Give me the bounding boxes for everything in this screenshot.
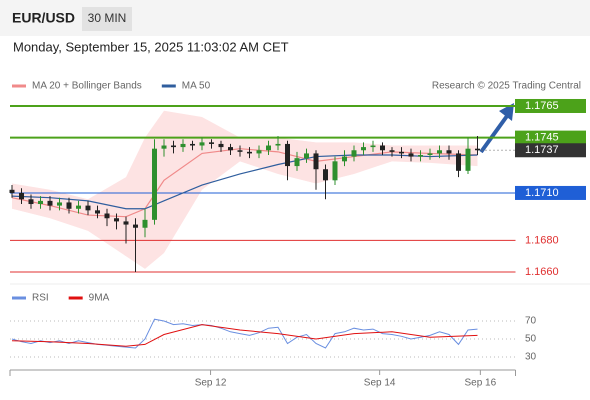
- rsi-line: [11, 318, 478, 349]
- forecast-arrow: [479, 114, 509, 154]
- candle-body: [228, 147, 233, 151]
- candle-body: [389, 150, 395, 152]
- candle-body: [218, 143, 224, 148]
- candle-body: [465, 148, 471, 171]
- candle-body: [361, 147, 366, 151]
- candle-body: [237, 150, 243, 152]
- level-label: 1.1680: [525, 234, 559, 246]
- candle-body: [475, 148, 480, 151]
- candle-body: [456, 153, 461, 171]
- source: Research © 2025 Trading Central: [432, 81, 581, 92]
- level-label: 1.1737: [525, 144, 559, 156]
- candle-body: [408, 153, 414, 157]
- x-tick-label: Sep 12: [195, 378, 227, 389]
- level-label-box: [515, 143, 586, 158]
- x-tick-label: Sep 16: [464, 378, 496, 389]
- candle-body: [199, 142, 205, 146]
- candle-body: [370, 145, 376, 148]
- legend-label: RSI: [32, 293, 49, 304]
- timeframe-box: [82, 7, 132, 31]
- y-tick-label: 50: [525, 334, 537, 345]
- timeframe: 30 MIN: [88, 11, 127, 25]
- level-label: 1.1710: [525, 187, 559, 199]
- candle-body: [209, 142, 214, 144]
- candle-body: [380, 145, 385, 151]
- candle-body: [142, 219, 148, 228]
- candle-body: [418, 155, 423, 157]
- candle-body: [9, 189, 15, 193]
- candle-body: [313, 153, 319, 170]
- candle-body: [171, 145, 176, 148]
- bollinger-band: [12, 110, 478, 269]
- legend-label: 9MA: [89, 293, 110, 304]
- candle-body: [85, 205, 91, 211]
- candle-body: [323, 169, 328, 181]
- level-label-box: [515, 98, 586, 113]
- y-tick-label: 30: [525, 352, 537, 363]
- level-label-box: [515, 130, 586, 145]
- level-label: 1.1745: [525, 132, 559, 144]
- candle-body: [161, 145, 167, 149]
- candle-body: [190, 143, 195, 146]
- symbol: EUR/USD: [12, 10, 75, 26]
- candle-body: [342, 156, 347, 162]
- candle-body: [332, 161, 338, 181]
- level-label: 1.1660: [525, 266, 559, 278]
- candle-body: [351, 150, 357, 157]
- forecast-arrowhead: [499, 103, 514, 121]
- x-tick-label: Sep 14: [364, 378, 396, 389]
- candle-body: [275, 143, 281, 146]
- candle-body: [57, 202, 62, 206]
- candle-body: [180, 143, 186, 148]
- level-label: 1.1765: [525, 100, 559, 112]
- candle-body: [427, 153, 433, 156]
- candle-body: [114, 218, 119, 222]
- rsi-line: [11, 324, 478, 347]
- candle-body: [294, 158, 300, 167]
- level-label-box: [515, 185, 586, 200]
- candle-body: [66, 202, 72, 209]
- y-tick-label: 70: [525, 316, 537, 327]
- candle-body: [152, 148, 157, 220]
- legend-label: MA 50: [182, 81, 211, 92]
- candle-body: [47, 200, 53, 206]
- candle-body: [256, 150, 262, 154]
- candle-body: [446, 150, 452, 154]
- candle-body: [304, 153, 309, 159]
- candle-body: [104, 213, 110, 219]
- candle-body: [19, 192, 24, 200]
- moving-average: [11, 154, 478, 210]
- candle-body: [399, 151, 404, 154]
- datetime: Monday, September 15, 2025 11:03:02 AM C…: [13, 39, 289, 54]
- candle-body: [133, 224, 138, 228]
- legend-label: MA 20 + Bollinger Bands: [32, 81, 142, 92]
- candle-body: [247, 151, 252, 154]
- candle-body: [285, 143, 290, 167]
- candle-body: [76, 205, 81, 209]
- candle-body: [123, 221, 129, 225]
- candle-body: [28, 199, 34, 205]
- candle-body: [437, 150, 442, 154]
- candle-body: [95, 210, 100, 214]
- candle-body: [38, 200, 43, 205]
- candle-body: [266, 145, 271, 151]
